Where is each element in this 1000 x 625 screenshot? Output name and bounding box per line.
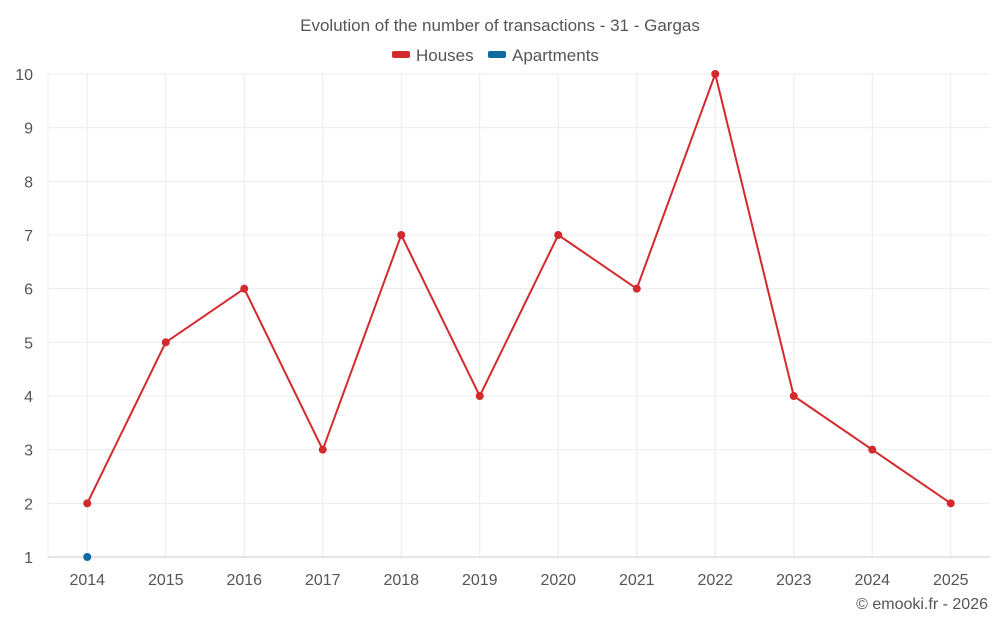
y-tick-label: 9 [24, 121, 33, 138]
legend-swatch-apartments [488, 51, 506, 58]
y-tick-label: 6 [24, 282, 33, 299]
x-tick-label: 2014 [69, 572, 105, 589]
x-tick-label: 2021 [619, 572, 655, 589]
data-point-apartments[interactable] [83, 553, 92, 561]
series-houses [83, 70, 955, 508]
data-point-houses[interactable] [318, 445, 327, 454]
y-tick-label: 10 [15, 67, 33, 84]
series-line-houses [86, 73, 952, 505]
y-tick-label: 1 [24, 550, 33, 567]
y-tick-label: 3 [24, 443, 33, 460]
x-tick-label: 2015 [148, 572, 184, 589]
legend-label-apartments[interactable]: Apartments [512, 46, 599, 65]
y-axis: 1 2 3 4 5 6 7 8 9 10 [15, 67, 49, 567]
x-tick-label: 2024 [854, 572, 890, 589]
y-tick-label: 5 [24, 335, 33, 352]
data-point-houses[interactable] [397, 231, 406, 239]
y-tick-label: 4 [24, 389, 33, 406]
x-tick-label: 2022 [697, 572, 733, 589]
y-tick-label: 8 [24, 174, 33, 191]
y-tick-label: 7 [24, 228, 33, 245]
x-tick-label: 2020 [540, 572, 576, 589]
data-point-houses[interactable] [868, 445, 877, 454]
y-tick-label: 2 [24, 496, 33, 513]
x-tick-label: 2023 [776, 572, 812, 589]
data-point-houses[interactable] [554, 231, 563, 239]
x-tick-label: 2019 [462, 572, 498, 589]
x-tick-label: 2016 [226, 572, 262, 589]
x-tick-label: 2018 [383, 572, 419, 589]
legend-label-houses[interactable]: Houses [416, 46, 474, 65]
x-tick-label: 2025 [933, 572, 969, 589]
legend-swatch-houses [392, 51, 410, 58]
data-point-houses[interactable] [83, 499, 92, 508]
data-point-houses[interactable] [632, 284, 641, 293]
x-tick-label: 2017 [305, 572, 341, 589]
data-point-houses[interactable] [711, 70, 720, 78]
credit-text: © emooki.fr - 2026 [856, 596, 988, 613]
grid-lines [48, 73, 990, 557]
chart-legend: Houses Apartments [392, 46, 599, 65]
series-apartments [83, 553, 92, 561]
data-point-houses[interactable] [789, 392, 798, 400]
data-point-houses[interactable] [240, 284, 249, 293]
plot-area [83, 70, 955, 561]
data-point-houses[interactable] [946, 499, 955, 508]
data-point-houses[interactable] [475, 392, 484, 400]
x-axis: 2014 2015 2016 2017 2018 2019 2020 2021 2022 2023… [48, 556, 990, 589]
chart-title: Evolution of the number of transactions … [300, 16, 700, 35]
data-point-houses[interactable] [161, 338, 170, 347]
